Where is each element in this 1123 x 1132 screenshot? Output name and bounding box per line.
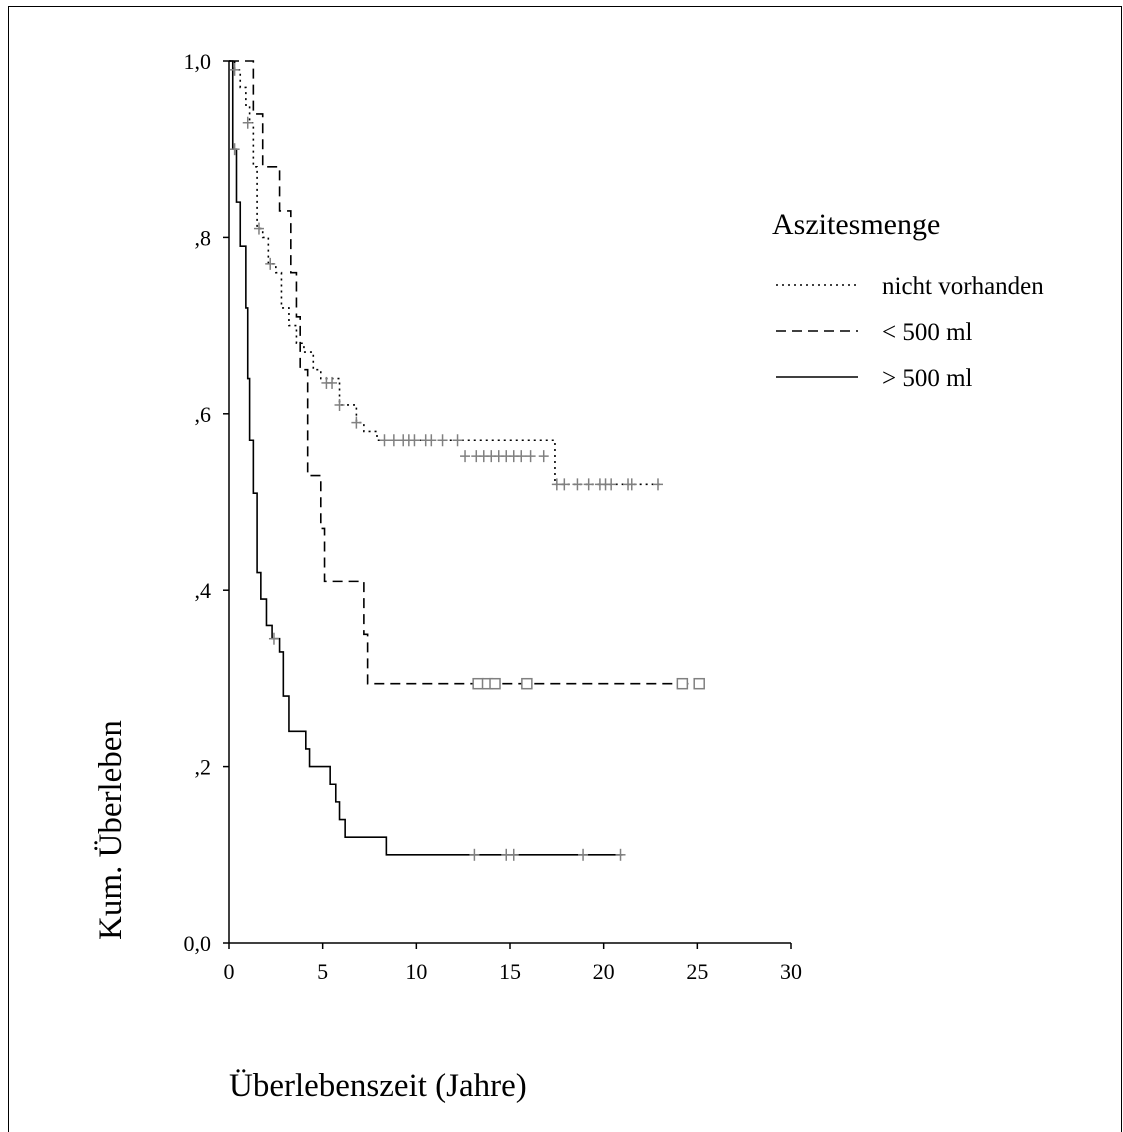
x-tick-label: 10 <box>405 959 427 984</box>
x-tick-label: 20 <box>593 959 615 984</box>
censor-mark <box>626 478 637 491</box>
censor-mark <box>559 478 570 491</box>
censor-mark <box>606 478 617 491</box>
censor-mark <box>572 478 583 491</box>
x-tick-label: 25 <box>686 959 708 984</box>
axes <box>228 61 791 944</box>
series-layer <box>229 60 703 856</box>
x-ticks: 0 5 10 15 20 25 30 <box>224 943 802 984</box>
censor-mark <box>469 848 480 861</box>
censor-mark <box>676 677 689 690</box>
censor-mark <box>460 450 471 463</box>
censor-mark <box>242 116 253 129</box>
censor-mark <box>521 677 533 690</box>
censor-mark <box>693 677 705 690</box>
censor-layer <box>229 63 705 861</box>
censor-mark <box>489 677 501 690</box>
censor-mark <box>652 478 663 491</box>
censor-mark <box>525 450 536 463</box>
y-ticks: 0,0 ,2 ,4 ,6 ,8 1,0 <box>184 49 229 956</box>
legend-title: Aszitesmenge <box>772 208 940 241</box>
chart-frame <box>8 6 1122 1132</box>
y-tick-label: ,4 <box>195 578 212 603</box>
censor-mark <box>583 478 594 491</box>
censor-mark <box>388 434 399 447</box>
censor-mark <box>516 450 527 463</box>
censor-mark <box>538 450 549 463</box>
censor-mark <box>437 434 448 447</box>
x-tick-label: 5 <box>317 959 328 984</box>
x-axis-label: Überlebenszeit (Jahre) <box>229 1068 527 1104</box>
censor-mark <box>508 848 519 861</box>
censor-mark <box>472 677 484 690</box>
y-tick-label: 1,0 <box>184 49 212 74</box>
y-tick-label: 0,0 <box>184 931 212 956</box>
censor-mark <box>334 398 345 411</box>
legend-label-1: < 500 ml <box>882 319 973 346</box>
censor-mark <box>452 434 463 447</box>
y-tick-label: ,8 <box>195 225 212 250</box>
legend: Aszitesmenge nicht vorhanden < 500 ml > 50… <box>772 208 1044 392</box>
series-line-1 <box>229 60 703 685</box>
x-tick-label: 0 <box>224 959 235 984</box>
y-tick-label: ,6 <box>195 402 212 427</box>
censor-mark <box>351 416 362 429</box>
legend-label-2: > 500 ml <box>882 365 973 392</box>
censor-mark <box>229 63 240 76</box>
censor-mark <box>265 257 276 270</box>
y-axis-label: Kum. Überleben <box>93 720 129 940</box>
censor-mark <box>327 376 338 389</box>
censor-mark <box>409 434 420 447</box>
y-tick-label: ,2 <box>195 755 212 780</box>
x-tick-label: 30 <box>780 959 802 984</box>
censor-mark <box>253 222 264 235</box>
censor-mark <box>615 848 626 861</box>
legend-items: nicht vorhanden < 500 ml > 500 ml <box>776 273 1044 392</box>
censor-mark <box>426 434 437 447</box>
x-tick-label: 15 <box>499 959 521 984</box>
series-line-2 <box>229 60 623 856</box>
censor-mark <box>268 632 279 645</box>
legend-label-0: nicht vorhanden <box>882 273 1044 300</box>
censor-mark <box>578 848 589 861</box>
censor-mark <box>229 143 240 156</box>
censor-mark <box>379 434 390 447</box>
